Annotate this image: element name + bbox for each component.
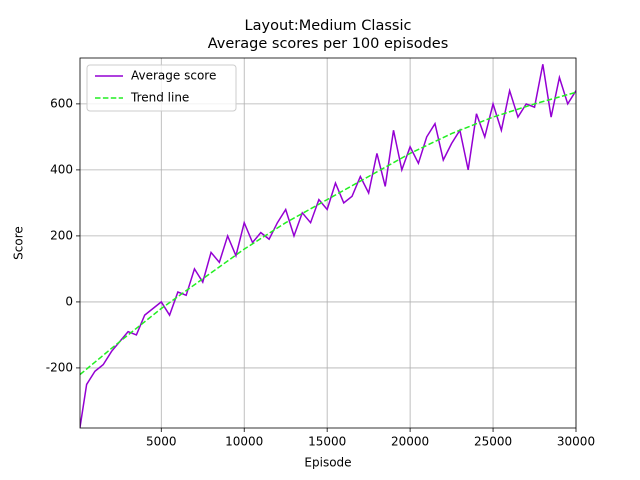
y-tick-label: 600 (50, 96, 73, 110)
y-axis-label: Score (12, 226, 26, 260)
x-axis-label: Episode (304, 456, 351, 470)
x-tick-label: 30000 (557, 435, 595, 449)
y-tick-label: 200 (50, 228, 73, 242)
legend-label: Trend line (130, 91, 189, 105)
x-tick-label: 10000 (225, 435, 263, 449)
x-tick-label: 5000 (146, 435, 177, 449)
x-tick-label: 25000 (474, 435, 512, 449)
legend-box (86, 64, 237, 112)
y-tick-label: -200 (46, 360, 73, 374)
x-tick-label: 20000 (391, 435, 429, 449)
y-tick-label: 400 (50, 162, 73, 176)
x-tick-label: 15000 (308, 435, 346, 449)
legend-label: Average score (131, 69, 216, 83)
data-line (80, 64, 576, 428)
plot-frame (79, 57, 577, 429)
chart-title: Layout:Medium Classic (245, 18, 412, 34)
data-line (80, 91, 576, 376)
chart-subtitle: Average scores per 100 episodes (208, 36, 449, 52)
y-tick-label: 0 (65, 294, 73, 308)
